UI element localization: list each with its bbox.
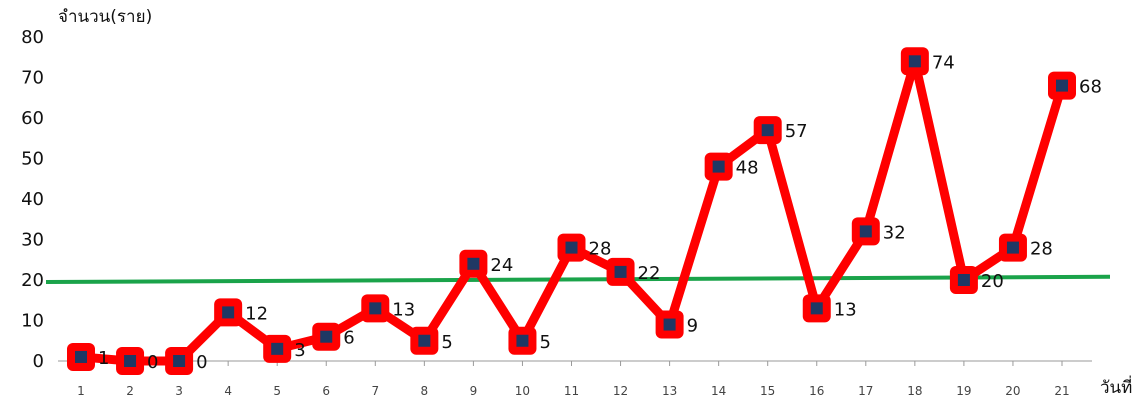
data-label: 68 xyxy=(1079,77,1102,98)
data-point-core xyxy=(614,265,627,278)
data-point-core xyxy=(761,124,774,137)
x-tick-label: 13 xyxy=(662,384,677,398)
data-point-core xyxy=(908,55,921,68)
y-tick-label: 0 xyxy=(33,351,44,372)
data-point-core xyxy=(957,274,970,286)
data-point-core xyxy=(320,330,333,343)
data-label: 13 xyxy=(392,299,415,320)
data-label: 24 xyxy=(490,255,513,276)
y-axis-label: จำนวน(ราย) xyxy=(58,7,152,27)
x-tick-label: 11 xyxy=(564,384,579,398)
data-point-core xyxy=(712,160,725,173)
data-label: 3 xyxy=(294,340,305,361)
data-label: 28 xyxy=(1030,239,1053,260)
data-label: 13 xyxy=(834,299,857,320)
x-tick-label: 1 xyxy=(77,384,85,398)
data-point-core xyxy=(1056,79,1068,92)
data-label: 6 xyxy=(343,328,354,349)
data-point-core xyxy=(859,225,872,238)
y-tick-label: 40 xyxy=(21,189,44,210)
x-tick-label: 19 xyxy=(956,384,971,398)
x-tick-label: 5 xyxy=(273,384,281,398)
series-layer xyxy=(67,47,1076,375)
data-point-core xyxy=(369,302,382,315)
data-label-layer: 1 0 0 12 3 6 13 5 24 5 28 22 9 48 57 13 32 74 20 28 68 xyxy=(98,52,1102,373)
data-label: 0 xyxy=(196,352,207,373)
y-tick-label: 80 xyxy=(21,27,44,48)
x-tick-label: 10 xyxy=(515,384,530,398)
data-point-core xyxy=(810,302,823,315)
y-tick-label: 30 xyxy=(21,230,44,251)
data-point-core xyxy=(222,306,235,319)
x-tick-label: 21 xyxy=(1054,384,1069,398)
x-tick-label: 17 xyxy=(858,384,873,398)
x-tick-label: 18 xyxy=(907,384,922,398)
y-tick-label: 70 xyxy=(21,68,44,89)
x-tick-label: 14 xyxy=(711,384,726,398)
y-tick-label: 50 xyxy=(21,149,44,170)
x-axis-label: วันที่ xyxy=(1100,375,1132,398)
data-point-core xyxy=(516,334,529,347)
reference-line-layer xyxy=(45,274,1111,285)
x-tick-label: 15 xyxy=(760,384,775,398)
data-label: 20 xyxy=(981,271,1004,292)
x-tick-label: 2 xyxy=(126,384,134,398)
x-tick-label: 3 xyxy=(175,384,183,398)
data-point-core xyxy=(173,355,186,367)
reference-line xyxy=(45,274,1111,285)
data-label: 12 xyxy=(245,303,268,324)
x-tick-label: 9 xyxy=(470,384,478,398)
y-tick-label: 10 xyxy=(21,311,44,332)
data-point-core xyxy=(663,318,676,331)
data-label: 5 xyxy=(441,332,452,353)
data-label: 1 xyxy=(98,348,109,369)
data-label: 48 xyxy=(736,158,759,179)
data-label: 28 xyxy=(589,239,612,260)
data-point-core xyxy=(75,350,87,363)
data-label: 57 xyxy=(785,121,808,142)
data-point-core xyxy=(271,342,284,355)
data-label: 74 xyxy=(932,52,955,73)
data-label: 22 xyxy=(638,263,661,284)
data-label: 5 xyxy=(539,332,550,353)
data-point-core xyxy=(1006,241,1019,254)
data-label: 32 xyxy=(883,222,906,243)
x-tick-label: 12 xyxy=(613,384,628,398)
data-label: 0 xyxy=(147,352,158,373)
data-point-core xyxy=(565,241,578,254)
x-tick-label: 7 xyxy=(371,384,379,398)
y-tick-label: 60 xyxy=(21,108,44,129)
x-tick-label: 16 xyxy=(809,384,824,398)
y-tick-label: 20 xyxy=(21,270,44,291)
data-point-core xyxy=(124,355,137,367)
x-tick-label: 20 xyxy=(1005,384,1020,398)
data-label: 9 xyxy=(687,316,698,337)
data-point-core xyxy=(418,334,431,347)
data-point-core xyxy=(467,257,480,270)
x-tick-label: 6 xyxy=(322,384,330,398)
x-tick-label: 8 xyxy=(421,384,429,398)
x-tick-label: 4 xyxy=(224,384,232,398)
